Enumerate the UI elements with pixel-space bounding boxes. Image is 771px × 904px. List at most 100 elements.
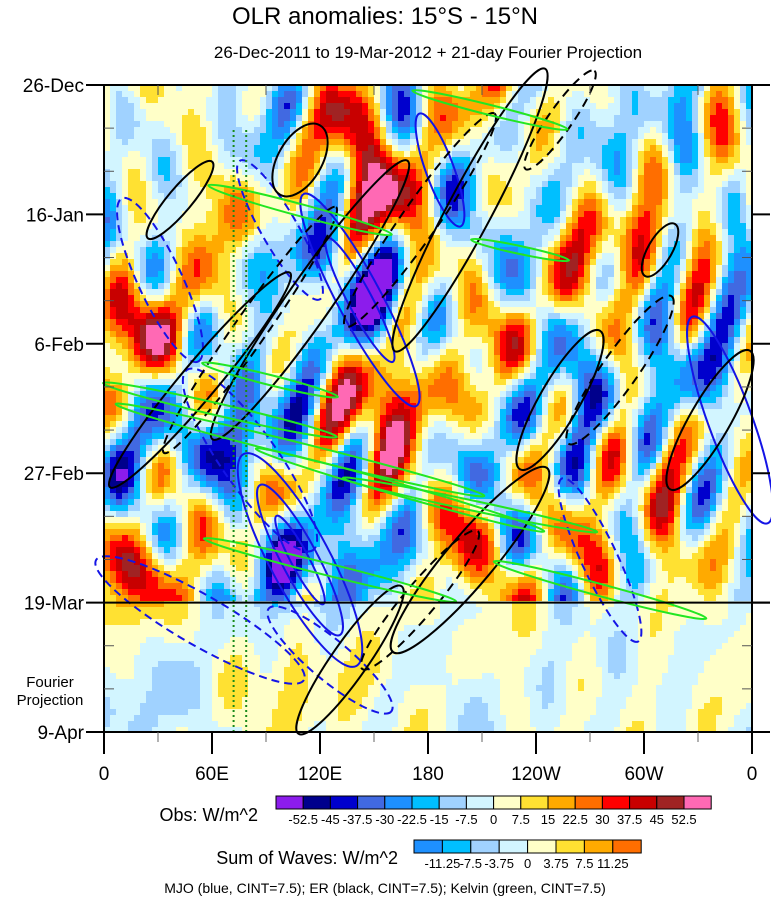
heatmap-cell xyxy=(290,337,297,344)
heatmap-cell xyxy=(560,151,567,158)
heatmap-cell xyxy=(470,289,477,296)
heatmap-cell xyxy=(548,325,555,332)
heatmap-cell xyxy=(518,313,525,320)
heatmap-cell xyxy=(272,343,279,350)
heatmap-cell xyxy=(674,175,681,182)
heatmap-cell xyxy=(614,223,621,230)
heatmap-cell xyxy=(410,301,417,308)
heatmap-cell xyxy=(140,223,147,230)
heatmap-cell xyxy=(464,91,471,98)
heatmap-cell xyxy=(422,121,429,128)
heatmap-cell xyxy=(248,91,255,98)
heatmap-cell xyxy=(248,223,255,230)
heatmap-cell xyxy=(386,163,393,170)
heatmap-cell xyxy=(518,331,525,338)
heatmap-cell xyxy=(572,181,579,188)
heatmap-cell xyxy=(284,97,291,104)
heatmap-cell xyxy=(608,331,615,338)
heatmap-cell xyxy=(176,241,183,248)
heatmap-cell xyxy=(224,253,231,260)
heatmap-cell xyxy=(716,319,723,326)
heatmap-cell xyxy=(110,319,117,326)
heatmap-cell xyxy=(212,307,219,314)
heatmap-cell xyxy=(308,91,315,98)
heatmap-cell xyxy=(200,205,207,212)
heatmap-cell xyxy=(506,181,513,188)
heatmap-cell xyxy=(356,355,363,362)
heatmap-cell xyxy=(524,259,531,266)
heatmap-cell xyxy=(698,91,705,98)
heatmap-cell xyxy=(320,145,327,152)
heatmap-cell xyxy=(566,217,573,224)
heatmap-cell xyxy=(584,337,591,344)
heatmap-cell xyxy=(578,289,585,296)
heatmap-cell xyxy=(662,211,669,218)
heatmap-cell xyxy=(704,175,711,182)
heatmap-cell xyxy=(584,319,591,326)
heatmap-cell xyxy=(392,277,399,284)
heatmap-cell xyxy=(572,253,579,260)
heatmap-cell xyxy=(278,181,285,188)
heatmap-cell xyxy=(392,169,399,176)
heatmap-cell xyxy=(452,235,459,242)
heatmap-cell xyxy=(704,163,711,170)
heatmap-cell xyxy=(560,199,567,206)
heatmap-cell xyxy=(368,253,375,260)
heatmap-cell xyxy=(518,325,525,332)
heatmap-cell xyxy=(632,187,639,194)
heatmap-cell xyxy=(176,265,183,272)
heatmap-cell xyxy=(668,115,675,122)
heatmap-cell xyxy=(452,157,459,164)
heatmap-cell xyxy=(494,175,501,182)
heatmap-cell xyxy=(734,163,741,170)
heatmap-cell xyxy=(656,277,663,284)
heatmap-cell xyxy=(500,193,507,200)
heatmap-cell xyxy=(728,259,735,266)
heatmap-cell xyxy=(584,115,591,122)
heatmap-cell xyxy=(590,295,597,302)
heatmap-cell xyxy=(644,145,651,152)
heatmap-cell xyxy=(650,247,657,254)
heatmap-cell xyxy=(428,163,435,170)
heatmap-cell xyxy=(206,277,213,284)
heatmap-cell xyxy=(542,253,549,260)
heatmap-cell xyxy=(620,169,627,176)
heatmap-cell xyxy=(302,85,309,92)
heatmap-cell xyxy=(584,181,591,188)
heatmap-cell xyxy=(536,301,543,308)
heatmap-cell xyxy=(698,235,705,242)
heatmap-cell xyxy=(146,97,153,104)
heatmap-cell xyxy=(164,319,171,326)
heatmap-cell xyxy=(404,193,411,200)
heatmap-cell xyxy=(200,259,207,266)
heatmap-cell xyxy=(218,289,225,296)
heatmap-cell xyxy=(746,247,753,254)
heatmap-cell xyxy=(308,331,315,338)
heatmap-cell xyxy=(410,133,417,140)
heatmap-cell xyxy=(284,349,291,356)
heatmap-cell xyxy=(182,259,189,266)
heatmap-cell xyxy=(536,223,543,230)
heatmap-cell xyxy=(332,247,339,254)
heatmap-cell xyxy=(674,127,681,134)
heatmap-cell xyxy=(380,175,387,182)
heatmap-cell xyxy=(248,319,255,326)
heatmap-cell xyxy=(440,259,447,266)
heatmap-cell xyxy=(560,319,567,326)
heatmap-cell xyxy=(278,223,285,230)
heatmap-cell xyxy=(470,355,477,362)
heatmap-cell xyxy=(548,319,555,326)
heatmap-cell xyxy=(284,157,291,164)
heatmap-cell xyxy=(674,277,681,284)
heatmap-cell xyxy=(674,193,681,200)
heatmap-cell xyxy=(200,181,207,188)
heatmap-cell xyxy=(374,355,381,362)
heatmap-cell xyxy=(590,217,597,224)
heatmap-cell xyxy=(410,265,417,272)
heatmap-cell xyxy=(482,181,489,188)
heatmap-cell xyxy=(266,265,273,272)
heatmap-cell xyxy=(398,283,405,290)
heatmap-cell xyxy=(368,301,375,308)
heatmap-cell xyxy=(512,235,519,242)
heatmap-cell xyxy=(524,145,531,152)
